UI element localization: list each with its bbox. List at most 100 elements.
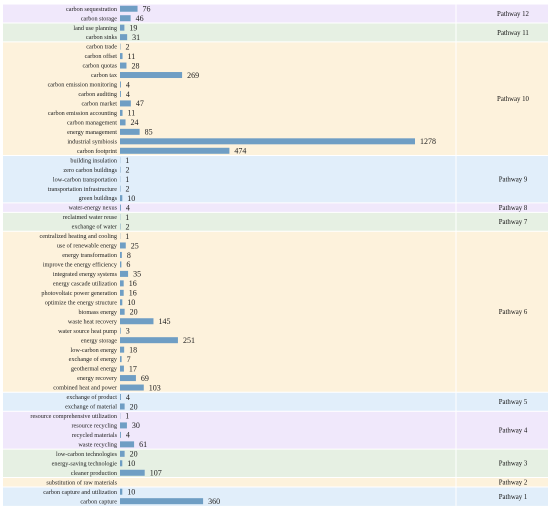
bar — [120, 119, 126, 126]
pathway-label: Pathway 9 — [499, 177, 528, 184]
value-label: 10 — [127, 488, 135, 497]
category-label: carbon emission monitoring — [48, 82, 117, 89]
bar — [120, 100, 131, 107]
bar — [120, 346, 125, 353]
category-label: water source heat pump — [58, 328, 117, 335]
value-label: 474 — [234, 147, 246, 156]
value-label: 103 — [149, 383, 161, 392]
bar — [120, 261, 122, 268]
bar — [120, 128, 140, 135]
bar — [120, 450, 125, 457]
pathway-bands — [3, 3, 548, 506]
category-label: geothermal energy — [71, 366, 118, 373]
category-label: waste heat recovery — [68, 318, 118, 325]
value-label: 4 — [126, 80, 130, 89]
category-label: energy-saving technologie — [52, 460, 118, 467]
pathway-band — [3, 202, 548, 213]
pathway-label: Pathway 4 — [499, 428, 528, 435]
value-label: 16 — [129, 279, 137, 288]
category-label: reclaimed water reuse — [63, 214, 118, 221]
category-label: carbon capture and utilization — [43, 489, 117, 496]
pathway-band — [3, 155, 548, 203]
value-label: 17 — [129, 364, 137, 373]
category-label: substitution of raw materials — [46, 479, 117, 486]
category-label: carbon market — [81, 101, 117, 108]
pathway-label: Pathway 3 — [499, 461, 528, 468]
pathway-labels: Pathway 12 Pathway 11 Pathway 10 Pathway 9 P… — [497, 11, 530, 501]
value-labels: 7646193121128269444711248512784741212104… — [125, 5, 436, 506]
value-label: 269 — [187, 71, 199, 80]
bar — [120, 195, 123, 202]
value-label: 46 — [136, 14, 144, 23]
category-label: energy management — [67, 129, 117, 136]
bar — [120, 62, 127, 69]
value-label: 61 — [139, 440, 147, 449]
value-label: 19 — [129, 23, 137, 32]
category-label: resource comprehensive utilization — [30, 413, 117, 420]
bar — [120, 441, 135, 448]
category-label: carbon sequestration — [66, 6, 117, 13]
category-label: exchange of energy — [69, 356, 118, 363]
category-labels: carbon sequestration carbon storage land u… — [30, 6, 117, 505]
pathway-band — [3, 22, 548, 42]
value-label: 4 — [126, 203, 130, 212]
bars — [120, 5, 415, 505]
value-label: 107 — [150, 469, 162, 478]
category-label: transportation infrastructure — [48, 186, 117, 193]
bar — [120, 460, 123, 467]
value-label: 1 — [125, 156, 129, 165]
bar — [120, 488, 123, 495]
pathway-band — [3, 411, 548, 450]
bar — [120, 280, 124, 287]
category-label: improve the energy efficiency — [43, 262, 118, 269]
value-label: 4 — [126, 431, 130, 440]
category-label: carbon sinks — [86, 34, 118, 41]
value-label: 11 — [128, 52, 136, 61]
value-label: 10 — [127, 194, 135, 203]
category-label: carbon emission accounting — [48, 110, 117, 117]
bar — [120, 299, 123, 306]
bar — [120, 308, 125, 315]
bar — [120, 431, 121, 438]
category-label: zero carbon buildings — [63, 167, 117, 174]
value-label: 20 — [130, 308, 138, 317]
value-label: 20 — [130, 450, 138, 459]
category-label: low-carbon energy — [71, 347, 118, 354]
value-label: 47 — [136, 99, 144, 108]
category-label: optimize the energy structure — [45, 299, 117, 306]
category-label: water-energy nexus — [69, 205, 118, 212]
bar — [120, 147, 230, 154]
bar — [120, 72, 183, 79]
value-label: 3 — [126, 327, 130, 336]
value-label: 251 — [183, 336, 195, 345]
value-label: 2 — [125, 166, 129, 175]
bar — [120, 327, 121, 334]
pathway-band — [3, 477, 548, 487]
bar — [120, 337, 178, 344]
pathway-band — [3, 231, 548, 393]
category-label: cleaner production — [71, 470, 117, 477]
bar — [120, 138, 415, 145]
pathway-band — [3, 41, 548, 156]
category-label: biomass energy — [78, 309, 117, 316]
value-label: 31 — [132, 33, 140, 42]
value-label: 4 — [126, 90, 130, 99]
category-label: industrial symbiosis — [67, 138, 117, 145]
value-label: 25 — [131, 241, 139, 250]
value-label: 10 — [127, 459, 135, 468]
bar — [120, 384, 144, 391]
pathway-label: Pathway 7 — [499, 219, 528, 226]
pathway-label: Pathway 1 — [499, 494, 528, 501]
category-label: photovoltaic power generation — [41, 290, 117, 297]
category-label: exchange of product — [66, 394, 117, 401]
category-label: use of renewable energy — [57, 243, 118, 250]
category-label: low-carbon technologies — [56, 451, 118, 458]
category-label: carbon trade — [86, 44, 117, 51]
category-label: resource recycling — [71, 423, 117, 430]
value-label: 30 — [132, 421, 140, 430]
value-label: 1278 — [420, 137, 436, 146]
category-label: exchange of material — [65, 404, 117, 411]
bar — [120, 90, 121, 97]
value-label: 11 — [128, 109, 136, 118]
